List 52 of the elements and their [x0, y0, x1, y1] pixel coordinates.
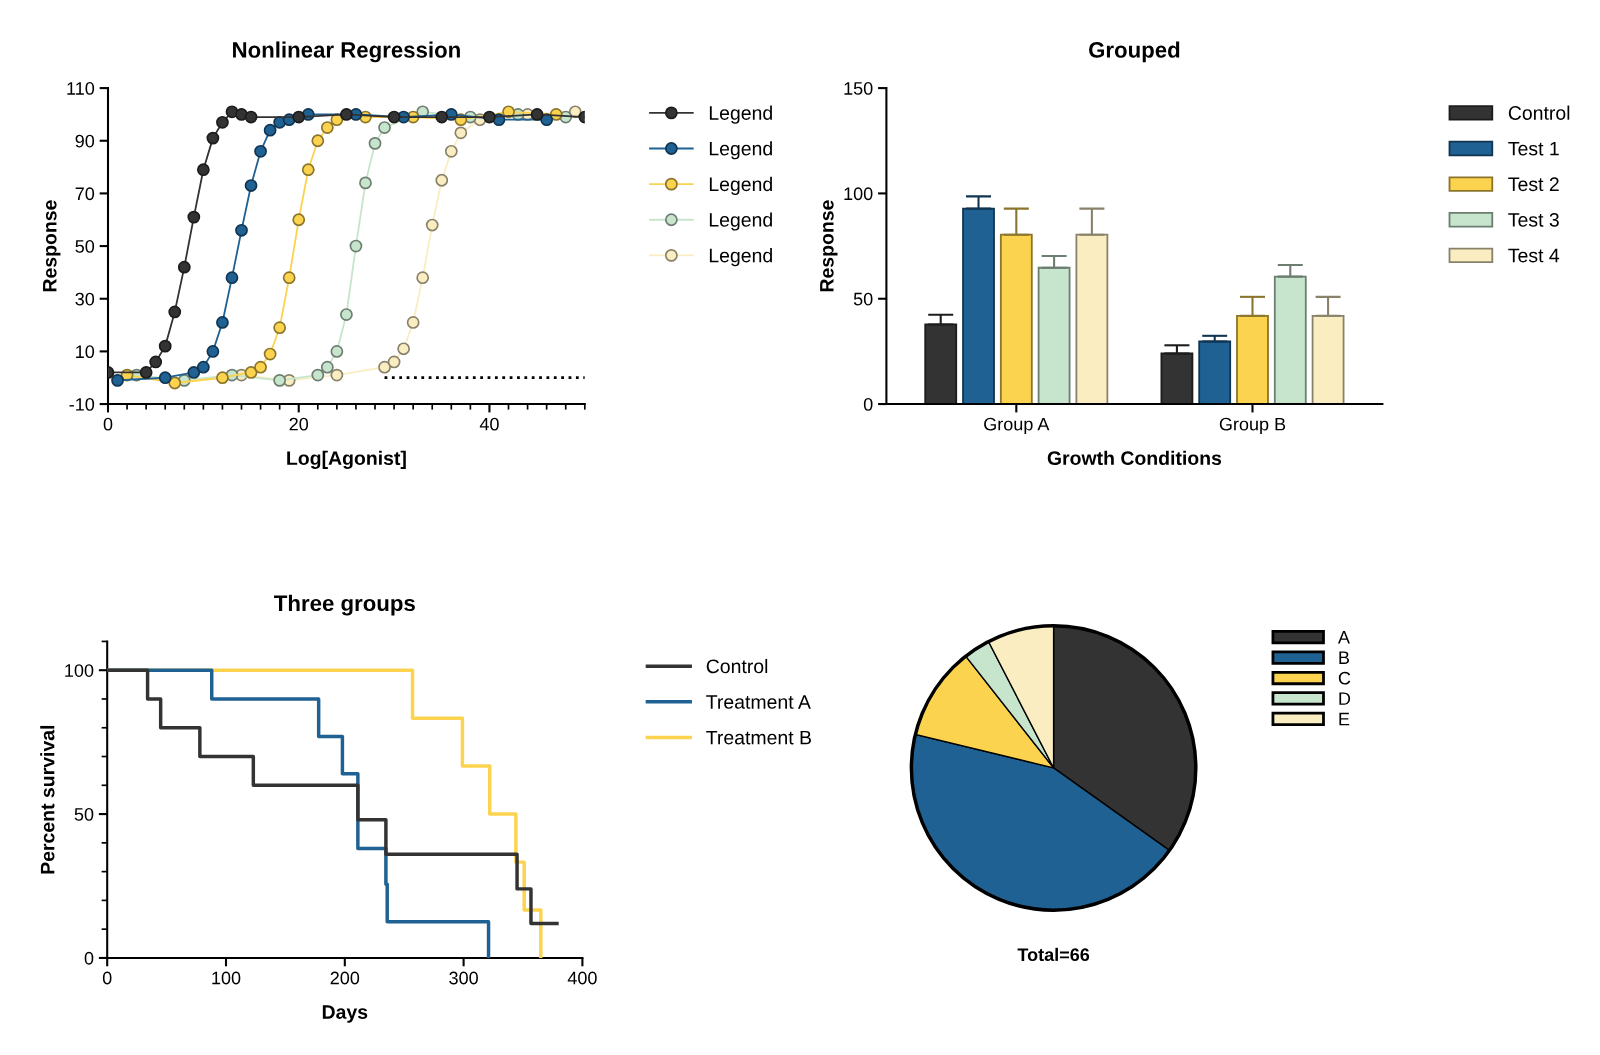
legend-label: Legend — [709, 141, 772, 160]
legend-label: B — [1339, 651, 1350, 664]
x-tick-label: 300 — [449, 971, 478, 985]
legend-label: Test 1 — [1508, 141, 1559, 156]
legend-label: Legend — [709, 105, 772, 124]
legend-label: Control — [706, 658, 768, 674]
x-tick-label: Group B — [1219, 417, 1286, 435]
legend-label: E — [1339, 712, 1350, 726]
x-tick-label: 200 — [330, 971, 360, 985]
y-tick-label: 50 — [75, 240, 95, 253]
x-axis-title: Log[Agonist] — [287, 450, 406, 469]
legend-label: Test 4 — [1508, 248, 1560, 263]
legend-label: Legend — [709, 176, 772, 195]
x-axis-title: Growth Conditions — [1047, 450, 1222, 466]
x-tick-label: 40 — [479, 417, 499, 431]
y-tick-label: 10 — [76, 345, 95, 359]
x-axis-title: Days — [322, 1005, 368, 1023]
x-tick-label: 400 — [567, 971, 597, 985]
chart-title: Three groups — [274, 594, 415, 616]
y-tick-label: 100 — [844, 187, 873, 201]
y-tick-label: 0 — [84, 951, 94, 965]
legend-label: Control — [1508, 105, 1570, 120]
legend-label: Legend — [709, 248, 772, 267]
legend-label: Legend — [709, 212, 772, 231]
x-tick-label: Group A — [984, 417, 1050, 435]
legend-label: Test 2 — [1508, 177, 1559, 192]
y-tick-label: 50 — [74, 808, 94, 821]
legend-label: Test 3 — [1508, 212, 1559, 227]
y-tick-label: 110 — [67, 82, 95, 95]
chart-title: Grouped — [1089, 41, 1180, 63]
y-tick-label: 0 — [863, 398, 873, 411]
y-axis-title: Response — [820, 200, 838, 292]
legend-label: A — [1337, 631, 1350, 644]
text: Total=66 — [1017, 947, 1090, 962]
y-axis-title: Percent survival — [40, 725, 55, 874]
x-tick-label: 0 — [102, 971, 112, 985]
y-tick-label: 30 — [75, 292, 95, 306]
y-tick-label: 150 — [844, 82, 873, 95]
y-tick-label: 70 — [75, 187, 95, 201]
chart-title: Nonlinear Regression — [233, 41, 460, 63]
x-tick-label: 0 — [103, 417, 113, 431]
legend-label: D — [1339, 692, 1351, 705]
y-tick-label: 100 — [65, 664, 94, 677]
legend-label: Treatment A — [706, 695, 811, 709]
y-axis-title: Response — [43, 200, 61, 292]
y-tick-label: 90 — [75, 134, 95, 148]
x-tick-label: 20 — [289, 417, 309, 431]
x-tick-label: 100 — [212, 971, 241, 985]
y-tick-label: 50 — [853, 292, 873, 306]
y-tick-label: -10 — [69, 398, 95, 411]
legend-label: Treatment B — [706, 730, 811, 745]
legend-label: C — [1338, 671, 1351, 685]
